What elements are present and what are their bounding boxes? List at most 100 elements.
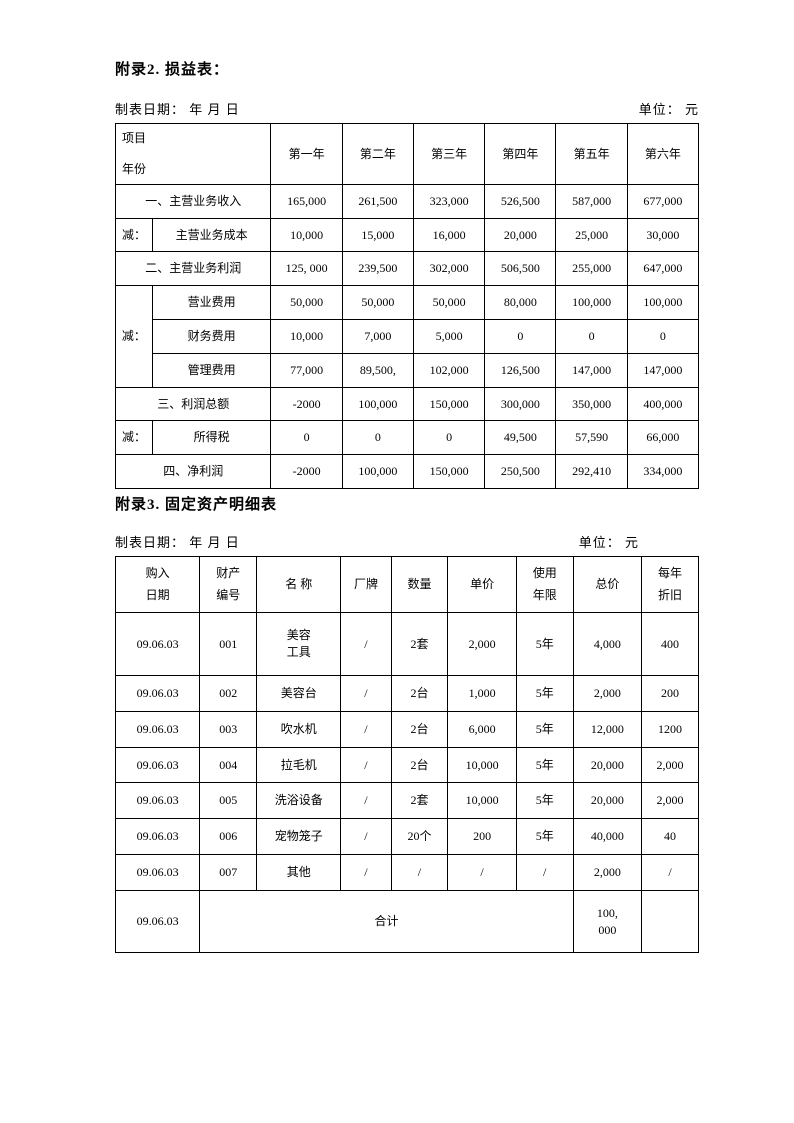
cell: 2,000 [573,854,641,890]
cell: 美容 工具 [257,613,341,676]
row-label: 主营业务成本 [152,218,271,252]
row-label: 二、主营业务利润 [116,252,271,286]
cell: 100,000 [342,387,413,421]
cell: 2,000 [641,783,698,819]
cell: 10,000 [271,319,342,353]
cell: / [341,783,391,819]
cell: / [341,854,391,890]
table-row: 减： 营业费用 50,000 50,000 50,000 80,000 100,… [116,286,699,320]
row-label: 所得税 [152,421,271,455]
cell: 0 [485,319,556,353]
cell: 0 [271,421,342,455]
cell: 5,000 [413,319,484,353]
table-row: 减： 主营业务成本 10,000 15,000 16,000 20,000 25… [116,218,699,252]
cell: 100, 000 [573,890,641,953]
cell: 647,000 [627,252,698,286]
cell: 0 [627,319,698,353]
cell: 007 [200,854,257,890]
cell: 5年 [516,783,573,819]
table-row: 09.06.03005洗浴设备/2套10,0005年20,0002,000 [116,783,699,819]
cell: 10,000 [448,747,516,783]
header-y2: 第二年 [342,124,413,185]
cell: 拉毛机 [257,747,341,783]
cell: 005 [200,783,257,819]
table-row: 管理费用 77,000 89,500, 102,000 126,500 147,… [116,353,699,387]
cell: 美容台 [257,675,341,711]
header-y1: 第一年 [271,124,342,185]
minus-label: 减： [116,421,153,455]
cell: 001 [200,613,257,676]
cell: 10,000 [448,783,516,819]
cell: -2000 [271,455,342,489]
header-y4: 第四年 [485,124,556,185]
table-row: 三、利润总额 -2000 100,000 150,000 300,000 350… [116,387,699,421]
cell: 587,000 [556,184,627,218]
cell: / [448,854,516,890]
cell: 004 [200,747,257,783]
cell: 677,000 [627,184,698,218]
cell: 165,000 [271,184,342,218]
cell: 2,000 [448,613,516,676]
cell: 003 [200,711,257,747]
cell: 20,000 [485,218,556,252]
cell: 2,000 [641,747,698,783]
cell: / [341,819,391,855]
table1-meta: 制表日期： 年 月 日 单位： 元 [115,101,699,119]
cell: 5年 [516,711,573,747]
table1-date: 制表日期： 年 月 日 [115,101,240,119]
cell: 300,000 [485,387,556,421]
header-cell: 总价 [573,557,641,613]
cell: 7,000 [342,319,413,353]
row-label: 三、利润总额 [116,387,271,421]
header-cell: 单价 [448,557,516,613]
cell: 250,500 [485,455,556,489]
cell: -2000 [271,387,342,421]
cell: 100,000 [556,286,627,320]
cell: 400,000 [627,387,698,421]
total-label: 合计 [200,890,573,953]
cell: 147,000 [627,353,698,387]
cell: 302,000 [413,252,484,286]
cell: 5年 [516,613,573,676]
table-row: 二、主营业务利润 125, 000 239,500 302,000 506,50… [116,252,699,286]
header-y3: 第三年 [413,124,484,185]
cell: 49,500 [485,421,556,455]
header-cell: 财产 编号 [200,557,257,613]
cell: 16,000 [413,218,484,252]
cell [641,890,698,953]
cell: 5年 [516,819,573,855]
table-row: 财务费用 10,000 7,000 5,000 0 0 0 [116,319,699,353]
row-label: 四、净利润 [116,455,271,489]
profit-loss-table: 项目 年份 第一年 第二年 第三年 第四年 第五年 第六年 一、主营业务收入 1… [115,123,699,489]
header-cell: 厂牌 [341,557,391,613]
cell: 506,500 [485,252,556,286]
cell: 2台 [391,675,448,711]
cell: 006 [200,819,257,855]
cell: 1,000 [448,675,516,711]
cell: 1200 [641,711,698,747]
table2-meta: 制表日期： 年 月 日 单位： 元 [115,534,699,552]
cell: 2套 [391,613,448,676]
minus-label: 减： [116,286,153,387]
cell: 50,000 [271,286,342,320]
cell: 350,000 [556,387,627,421]
cell: 25,000 [556,218,627,252]
cell: / [341,613,391,676]
cell: / [341,711,391,747]
cell: 255,000 [556,252,627,286]
cell: / [341,675,391,711]
cell-text: 项目 [122,130,266,147]
table-row: 四、净利润 -2000 100,000 150,000 250,500 292,… [116,455,699,489]
cell: 09.06.03 [116,711,200,747]
cell: 100,000 [627,286,698,320]
cell: 150,000 [413,387,484,421]
cell: 66,000 [627,421,698,455]
table-row: 09.06.03003吹水机/2台6,0005年12,0001200 [116,711,699,747]
cell: 100,000 [342,455,413,489]
header-cell: 数量 [391,557,448,613]
cell: 125, 000 [271,252,342,286]
header-project: 项目 年份 [116,124,271,185]
cell: 12,000 [573,711,641,747]
cell: 09.06.03 [116,854,200,890]
cell: / [391,854,448,890]
